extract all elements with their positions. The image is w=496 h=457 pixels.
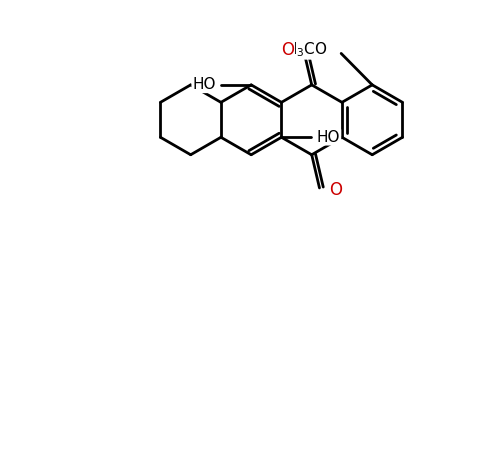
Text: O: O	[329, 181, 342, 199]
Text: HO: HO	[317, 130, 340, 145]
Text: O: O	[281, 41, 294, 59]
Text: HO: HO	[192, 77, 216, 92]
Text: H$_3$CO: H$_3$CO	[285, 40, 327, 59]
